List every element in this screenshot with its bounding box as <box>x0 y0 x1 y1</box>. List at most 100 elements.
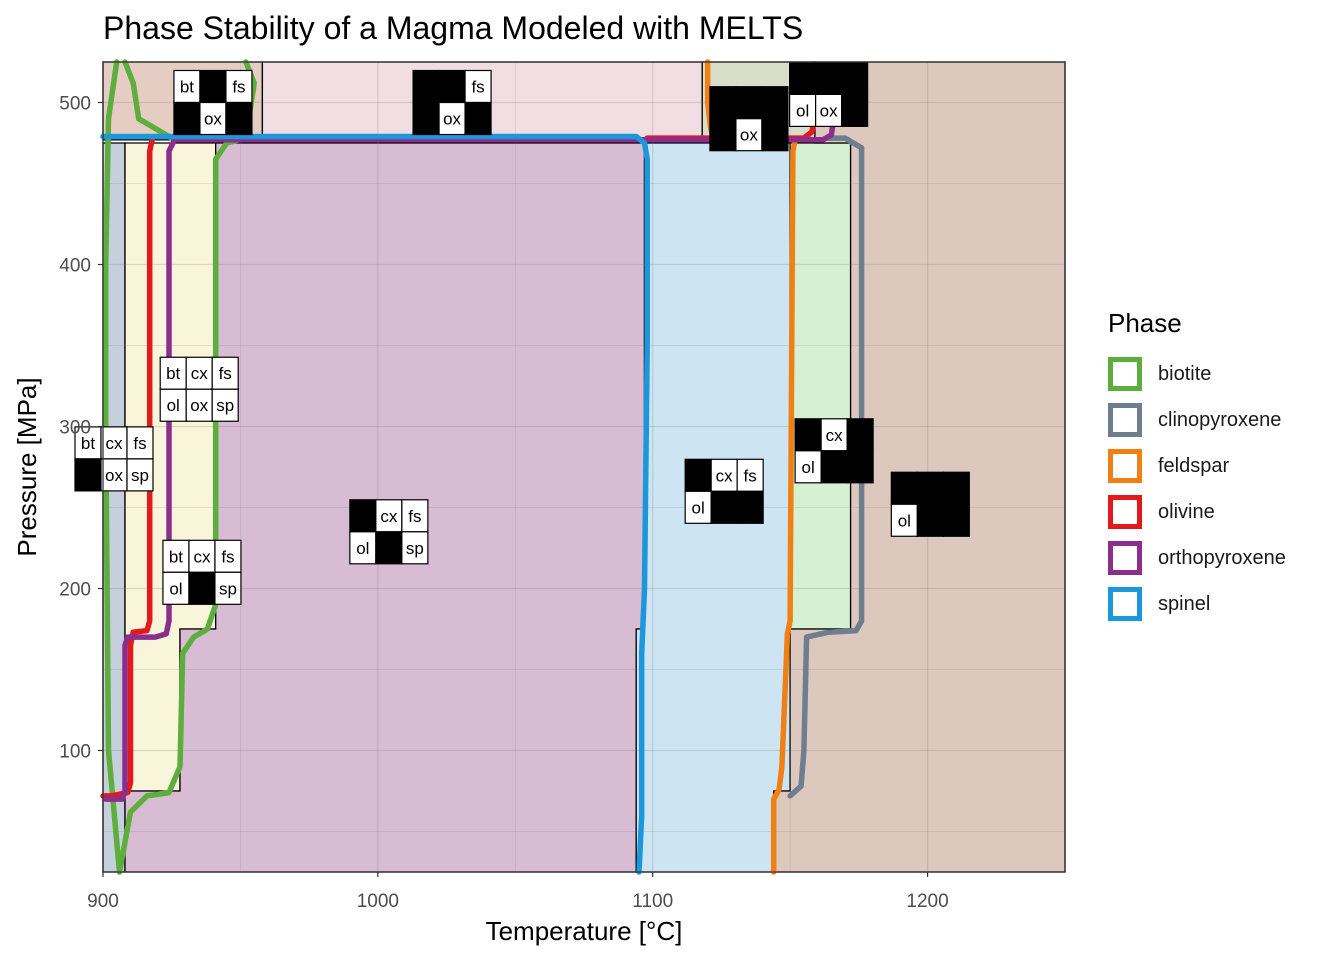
label-cell-text: ox <box>190 396 208 415</box>
label-cell <box>349 531 377 565</box>
y-axis-ticks: 100 200 300 400 500 <box>59 94 103 763</box>
label-cell <box>100 458 128 492</box>
label-cell-text: fs <box>471 78 484 97</box>
label-cell-text: bt <box>169 547 183 566</box>
label-cell-text: bt <box>180 78 194 97</box>
y-tick-label: 300 <box>59 418 91 439</box>
boundary-line-spinel <box>100 133 650 875</box>
label-cell <box>438 101 466 136</box>
label-cell-text: sp <box>406 539 424 558</box>
label-cell <box>126 458 154 492</box>
label-cell-text: ox <box>740 126 758 145</box>
boundary-line-clinopyroxene <box>787 135 865 799</box>
assemblage-label: cx fs ol <box>684 458 764 524</box>
legend-items: biotite clinopyroxene feldspar olivine ortho… <box>1108 351 1286 627</box>
label-cell <box>401 531 429 565</box>
label-cell-text: fs <box>221 547 234 566</box>
label-cell-text: ol <box>692 498 705 517</box>
label-cell <box>794 450 822 484</box>
label-cell-text: fs <box>133 434 146 453</box>
y-axis-label: Pressure [MPa] <box>12 377 42 556</box>
label-cell <box>916 471 944 505</box>
label-cell <box>188 571 216 605</box>
label-cell <box>214 571 242 605</box>
legend-item-spinel: spinel <box>1108 581 1286 627</box>
label-cell <box>349 499 377 533</box>
legend-key-spinel <box>1108 587 1142 621</box>
label-cell <box>126 426 154 460</box>
label-cell <box>942 503 970 537</box>
legend-label: biotite <box>1158 362 1212 385</box>
y-tick-label: 100 <box>59 742 91 763</box>
label-cell <box>890 471 918 505</box>
label-cell-text: ox <box>820 101 838 120</box>
label-cell <box>789 93 817 128</box>
label-cell <box>211 356 239 390</box>
label-cell <box>412 69 440 104</box>
label-cell <box>412 101 440 136</box>
assemblage-label: ol ox <box>789 61 869 128</box>
label-cell <box>375 531 403 565</box>
assemblage-label: ox <box>709 86 789 152</box>
label-cell <box>709 86 737 120</box>
legend-label: orthopyroxene <box>1158 546 1286 569</box>
label-cell-text: sp <box>219 579 237 598</box>
legend-item-biotite: biotite <box>1108 351 1286 397</box>
label-cell <box>185 388 213 422</box>
legend-key-olivine <box>1108 495 1142 529</box>
legend-item-orthopyroxene: orthopyroxene <box>1108 535 1286 581</box>
label-cell-text: fs <box>219 364 232 383</box>
label-cell-text: cx <box>380 507 398 526</box>
legend-item-feldspar: feldspar <box>1108 443 1286 489</box>
y-tick-label: 500 <box>59 94 91 115</box>
label-cell-text: cx <box>716 466 734 485</box>
legend-title: Phase <box>1108 308 1182 338</box>
legend-label: spinel <box>1158 592 1211 615</box>
label-cell <box>846 450 874 484</box>
label-cell-text: ol <box>356 539 369 558</box>
legend: Phase biotite clinopyroxene feldspar olivin… <box>1108 308 1286 627</box>
label-cell-text: cx <box>191 364 209 383</box>
label-cell-text: cx <box>826 426 844 445</box>
label-cell-text: ox <box>204 110 222 129</box>
label-cell <box>735 118 763 152</box>
label-cell <box>761 118 789 152</box>
label-cell <box>225 101 253 136</box>
label-cell-text: bt <box>166 364 180 383</box>
legend-label: clinopyroxene <box>1158 408 1282 431</box>
label-cell <box>841 93 869 128</box>
x-axis-label: Temperature [°C] <box>486 916 683 946</box>
label-cell <box>401 499 429 533</box>
label-cell <box>225 69 253 104</box>
label-cell <box>710 490 738 524</box>
label-cell <box>74 458 102 492</box>
label-cell <box>846 418 874 452</box>
boundary-line-orthopyroxene <box>102 99 837 802</box>
label-cell <box>709 118 737 152</box>
label-cell <box>211 388 239 422</box>
label-cell-text: ol <box>796 101 809 120</box>
label-cell <box>464 101 492 136</box>
label-cell <box>789 61 817 96</box>
label-cell <box>199 101 227 136</box>
legend-item-olivine: olivine <box>1108 489 1286 535</box>
label-cell <box>815 61 843 96</box>
legend-label: olivine <box>1158 500 1215 523</box>
label-cell <box>185 356 213 390</box>
label-cell <box>794 418 822 452</box>
assemblage-label: ol <box>890 471 970 537</box>
label-cell-text: cx <box>193 547 211 566</box>
label-cell <box>173 69 201 104</box>
x-tick-label: 1000 <box>357 891 399 912</box>
x-tick-label: 1200 <box>906 891 948 912</box>
label-cell <box>214 539 242 573</box>
label-cell <box>942 471 970 505</box>
legend-key-feldspar <box>1108 449 1142 483</box>
label-cell <box>916 503 944 537</box>
label-cell <box>438 69 466 104</box>
